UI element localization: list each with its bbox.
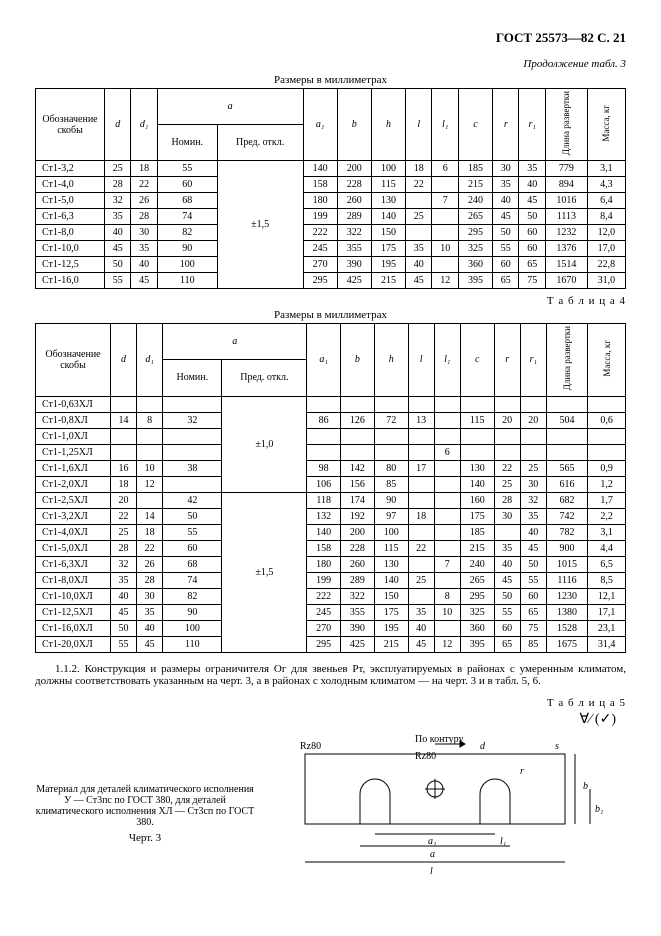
th-l1: l₁ <box>442 119 448 130</box>
table-row: Ст1-3,2ХЛ221450132192971817530357422,2 <box>36 508 626 524</box>
th-l: l <box>417 119 420 130</box>
table-row: Ст1-4,02822601582281152221535408944,3 <box>36 177 626 193</box>
svg-text:b: b <box>583 781 588 792</box>
th-nomin: Номин. <box>157 125 217 161</box>
table-row: Ст1-4,0ХЛ251855140200100185407823,1 <box>36 524 626 540</box>
table-row: Ст1-5,03226681802601307240404510166,4 <box>36 193 626 209</box>
th-d: d <box>115 119 120 130</box>
svg-text:a₁: a₁ <box>428 836 436 847</box>
table-row: Ст1-1,25ХЛ6 <box>36 444 626 460</box>
table-3: Обозначение скобы d d₁ a a₁ b h l l₁ c r… <box>35 88 626 289</box>
table-row: Ст1-20,0ХЛ554511029542521545123956585167… <box>36 636 626 652</box>
table-row: Ст1-2,5ХЛ2042±1,51181749016028326821,7 <box>36 492 626 508</box>
diagram-material-caption: Материал для деталей климатического испо… <box>35 784 255 828</box>
table-row: Ст1-3,2251855±1,514020010018618530357793… <box>36 161 626 177</box>
table-row: Ст1-8,0ХЛ35287419928914025265455511168,5 <box>36 572 626 588</box>
svg-text:Rz80: Rz80 <box>300 741 321 752</box>
svg-text:d: d <box>480 741 486 752</box>
table-row: Ст1-8,04030822223221502955060123212,0 <box>36 225 626 241</box>
table-row: Ст1-10,0ХЛ40308222232215082955060123012,… <box>36 588 626 604</box>
table-row: Ст1-1,0ХЛ <box>36 428 626 444</box>
table-row: Ст1-1,6ХЛ16103898142801713022255650,9 <box>36 460 626 476</box>
diagram-area: Материал для деталей климатического испо… <box>35 734 626 894</box>
table-row: Ст1-10,045359024535517535103255560137617… <box>36 241 626 257</box>
paragraph-112: 1.1.2. Конструкция и размеры ограничител… <box>35 663 626 687</box>
svg-text:a: a <box>430 849 435 860</box>
th-mass: Масса, кг <box>601 105 611 142</box>
svg-text:Rz80: Rz80 <box>415 751 436 762</box>
units-caption-1: Размеры в миллиметрах <box>35 74 626 86</box>
table4-label: Т а б л и ц а 4 <box>35 295 626 307</box>
svg-text:l: l <box>430 866 433 877</box>
page-header: ГОСТ 25573—82 С. 21 <box>35 30 626 46</box>
th-len: Длина развертки <box>561 91 571 155</box>
table-4: Обозначение скобы d d₁ a a₁ b h l l₁ c r… <box>35 323 626 652</box>
svg-text:r: r <box>520 766 524 777</box>
th-a1: a₁ <box>316 119 324 130</box>
table-row: Ст1-0,63ХЛ±1,0 <box>36 396 626 412</box>
th-pred: Пред. откл. <box>217 125 303 161</box>
th-r: r <box>504 119 508 130</box>
units-caption-2: Размеры в миллиметрах <box>35 309 626 321</box>
figure-3-diagram: По контуру Rz80 Rz80 d r s b b₁ a₁ a l₁ … <box>265 734 605 894</box>
svg-text:По контуру: По контуру <box>415 734 464 745</box>
th-designation: Обозначение скобы <box>42 114 97 136</box>
th-r1: r₁ <box>529 119 536 130</box>
svg-text:s: s <box>555 741 559 752</box>
th4-designation: Обозначение скобы <box>45 349 100 371</box>
table-row: Ст1-6,3ХЛ3226681802601307240405010156,5 <box>36 556 626 572</box>
table-row: Ст1-12,55040100270390195403606065151422,… <box>36 257 626 273</box>
table-row: Ст1-0,8ХЛ1483286126721311520205040,6 <box>36 412 626 428</box>
svg-text:l₁: l₁ <box>500 836 506 847</box>
table-row: Ст1-16,055451102954252154512395657516703… <box>36 273 626 289</box>
th-d1: d₁ <box>140 119 148 130</box>
table-row: Ст1-2,0ХЛ18121061568514025306161,2 <box>36 476 626 492</box>
figure-label: Черт. 3 <box>35 832 255 844</box>
table-row: Ст1-16,0ХЛ504010027039019540360607515282… <box>36 620 626 636</box>
svg-text:b₁: b₁ <box>595 804 603 815</box>
th-a: a <box>228 101 233 112</box>
th-h: h <box>386 119 391 130</box>
table-row: Ст1-6,335287419928914025265455011138,4 <box>36 209 626 225</box>
table-row: Ст1-5,0ХЛ2822601582281152221535459004,4 <box>36 540 626 556</box>
th-c: c <box>473 119 477 130</box>
table-row: Ст1-12,5ХЛ453590245355175351032555651380… <box>36 604 626 620</box>
table5-label: Т а б л и ц а 5 <box>35 697 626 709</box>
th-b: b <box>352 119 357 130</box>
continuation-label: Продолжение табл. 3 <box>35 58 626 70</box>
surface-finish-symbol: ∀∕ (✓) <box>35 711 626 728</box>
